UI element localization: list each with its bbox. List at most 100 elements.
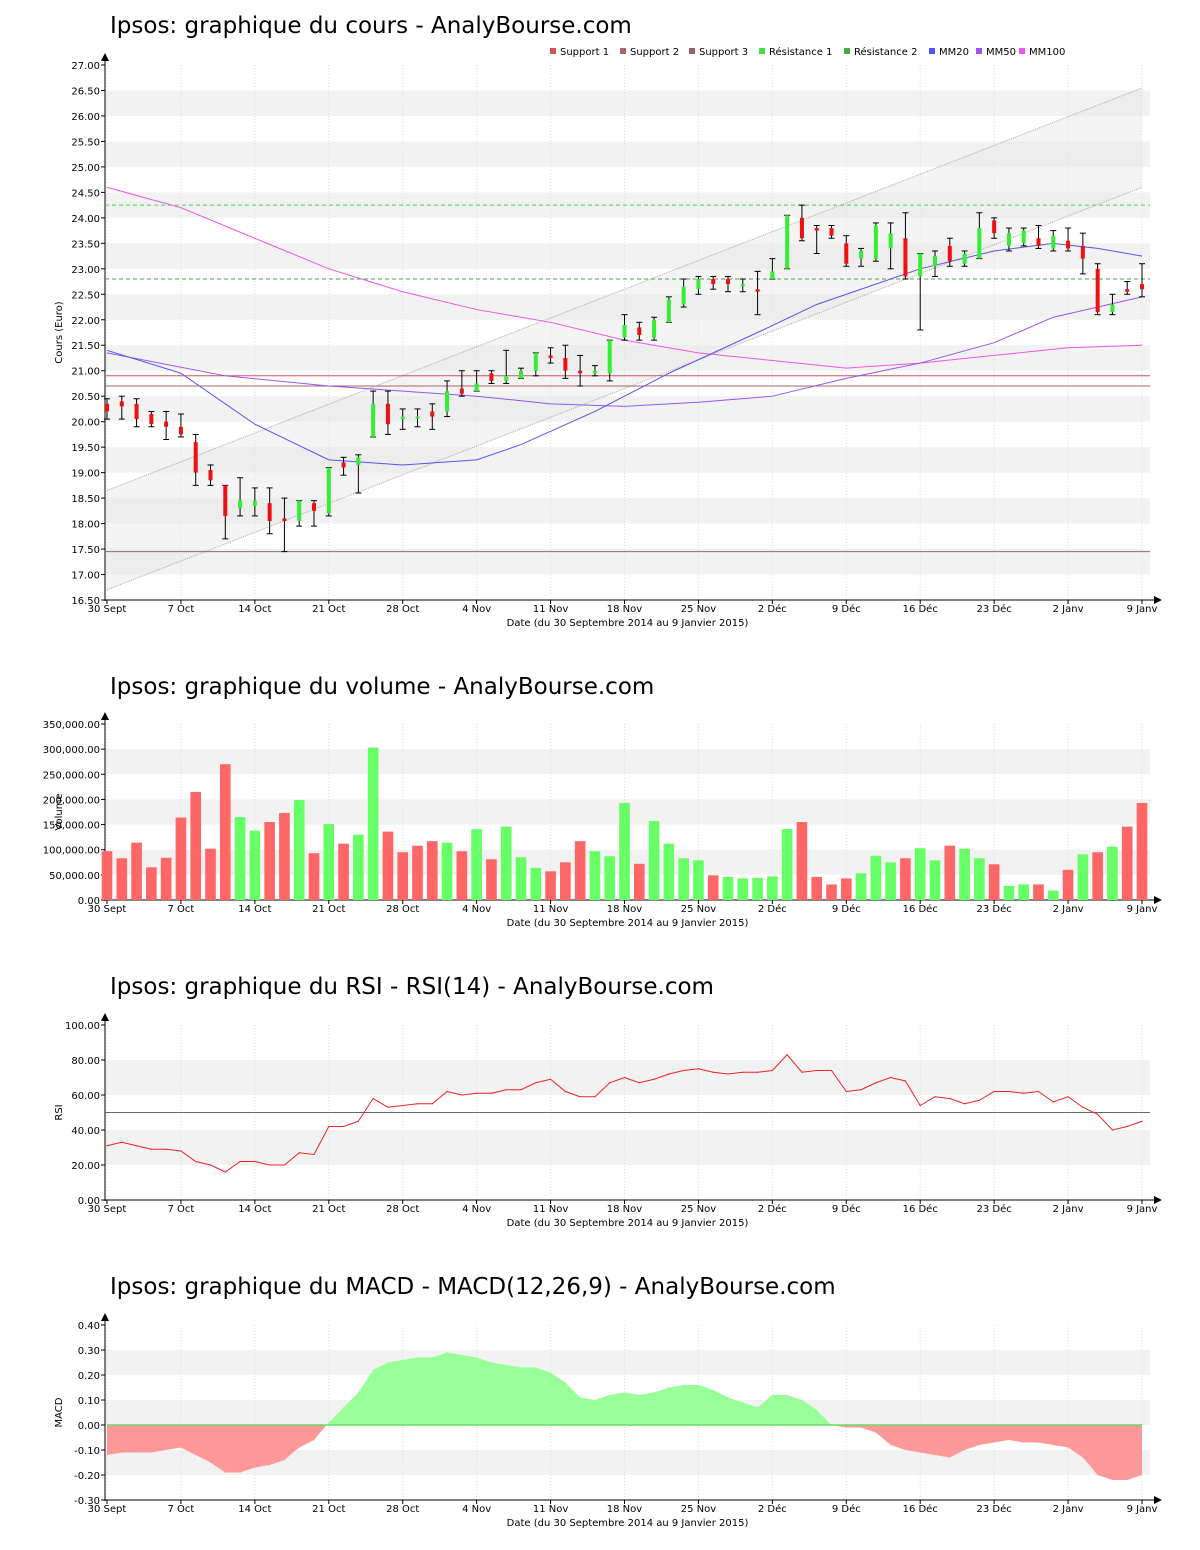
volume-bar xyxy=(929,860,941,900)
y-tick-label: 22.50 xyxy=(71,290,100,301)
x-tick-label: 30 Sept xyxy=(88,604,127,615)
volume-bar xyxy=(648,821,660,900)
macd-point xyxy=(831,1424,832,1426)
rsi-point xyxy=(1023,1092,1025,1094)
y-tick-label: 22.00 xyxy=(71,316,100,327)
rsi-point xyxy=(431,1103,433,1105)
macd-point xyxy=(816,1409,818,1411)
volume-bar xyxy=(1107,846,1118,900)
x-axis-arrow xyxy=(1154,596,1162,604)
macd-point xyxy=(476,1357,478,1358)
x-tick-label: 16 Déc xyxy=(903,603,938,615)
rsi-point xyxy=(845,1090,847,1093)
macd-point xyxy=(254,1467,256,1468)
macd-point xyxy=(357,1392,359,1393)
y-tick-label: 0.00 xyxy=(78,1196,100,1207)
macd-point xyxy=(919,1452,921,1453)
macd-point xyxy=(579,1397,581,1398)
candle-body xyxy=(933,256,937,267)
chart-title: Ipsos: graphique du RSI - RSI(14) - Anal… xyxy=(110,974,714,1000)
x-tick-label: 7 Oct xyxy=(168,1204,195,1215)
legend-label: Résistance 2 xyxy=(854,46,917,58)
candle-body xyxy=(459,388,464,394)
macd-point xyxy=(964,1449,965,1451)
volume-bar xyxy=(545,871,556,900)
candle-body xyxy=(844,243,849,264)
volume-bar xyxy=(219,764,231,900)
x-tick-label: 7 Oct xyxy=(168,604,195,615)
x-tick-label: 11 Nov xyxy=(533,1504,569,1515)
x-tick-label: 2 Janv xyxy=(1053,904,1084,915)
x-tick-label: 30 Sept xyxy=(88,904,127,915)
macd-point xyxy=(328,1422,330,1423)
volume-bar xyxy=(693,860,704,900)
macd-point xyxy=(150,1452,152,1453)
legend-swatch xyxy=(844,48,850,54)
grid-band xyxy=(105,1130,1150,1165)
candle-body xyxy=(814,228,819,231)
rsi-point xyxy=(298,1152,300,1154)
volume-bar xyxy=(264,822,275,900)
macd-point xyxy=(609,1394,611,1396)
candle-body xyxy=(312,503,316,511)
y-tick-label: 20.50 xyxy=(71,392,100,403)
rsi-point xyxy=(904,1080,907,1082)
legend-label: MM100 xyxy=(1029,47,1065,58)
rsi-point xyxy=(919,1104,921,1107)
x-tick-label: 14 Oct xyxy=(238,1504,271,1515)
rsi-point xyxy=(1052,1101,1054,1103)
candle-body xyxy=(548,355,553,358)
candle-body xyxy=(652,319,657,338)
rsi-point xyxy=(756,1071,759,1073)
x-tick-label: 18 Nov xyxy=(607,604,643,615)
grid-band xyxy=(105,90,1150,116)
rsi-point xyxy=(668,1073,670,1075)
candle-body xyxy=(105,403,109,412)
candle-body xyxy=(977,228,982,259)
volume-bar xyxy=(412,845,423,900)
rsi-point xyxy=(564,1090,566,1093)
macd-point xyxy=(905,1449,906,1451)
x-tick-label: 28 Oct xyxy=(386,904,419,915)
x-tick-label: 21 Oct xyxy=(312,604,345,615)
macd-point xyxy=(550,1372,551,1373)
macd-point xyxy=(165,1449,167,1451)
volume-bar xyxy=(678,858,689,900)
candle-body xyxy=(326,467,331,514)
rsi-point xyxy=(121,1141,123,1143)
rsi-point xyxy=(801,1071,803,1073)
volume-bar xyxy=(900,858,911,900)
macd-point xyxy=(402,1359,404,1361)
volume-bar xyxy=(633,863,645,900)
x-tick-label: 11 Nov xyxy=(533,904,569,915)
x-tick-label: 9 Janv xyxy=(1127,904,1158,915)
candle-body xyxy=(489,373,494,381)
y-tick-label: 23.50 xyxy=(71,239,100,250)
x-axis-arrow xyxy=(1154,1196,1162,1204)
candle-body xyxy=(799,217,804,239)
macd-point xyxy=(1008,1439,1010,1441)
grid-band xyxy=(105,396,1150,422)
rsi-point xyxy=(579,1096,581,1098)
volume-bar xyxy=(500,826,512,900)
x-tick-label: 28 Oct xyxy=(386,1504,419,1515)
volume-bar xyxy=(840,878,852,900)
macd-point xyxy=(239,1472,241,1473)
rsi-point xyxy=(476,1092,478,1094)
x-tick-label: 23 Déc xyxy=(977,603,1012,615)
rsi-point xyxy=(1141,1120,1143,1122)
volume-bar xyxy=(131,842,142,900)
y-tick-label: 300,000.00 xyxy=(43,745,100,756)
candle-body xyxy=(592,370,597,374)
y-tick-label: 250,000.00 xyxy=(43,770,100,781)
x-tick-label: 2 Déc xyxy=(758,1503,787,1515)
volume-bar xyxy=(1092,852,1103,900)
candle-body xyxy=(1125,289,1130,292)
volume-bar xyxy=(205,848,216,900)
rsi-point xyxy=(1097,1113,1099,1115)
macd-point xyxy=(594,1399,596,1401)
y-tick-label: 26.00 xyxy=(71,112,100,123)
rsi-point xyxy=(1008,1090,1010,1093)
rsi-point xyxy=(490,1092,493,1094)
